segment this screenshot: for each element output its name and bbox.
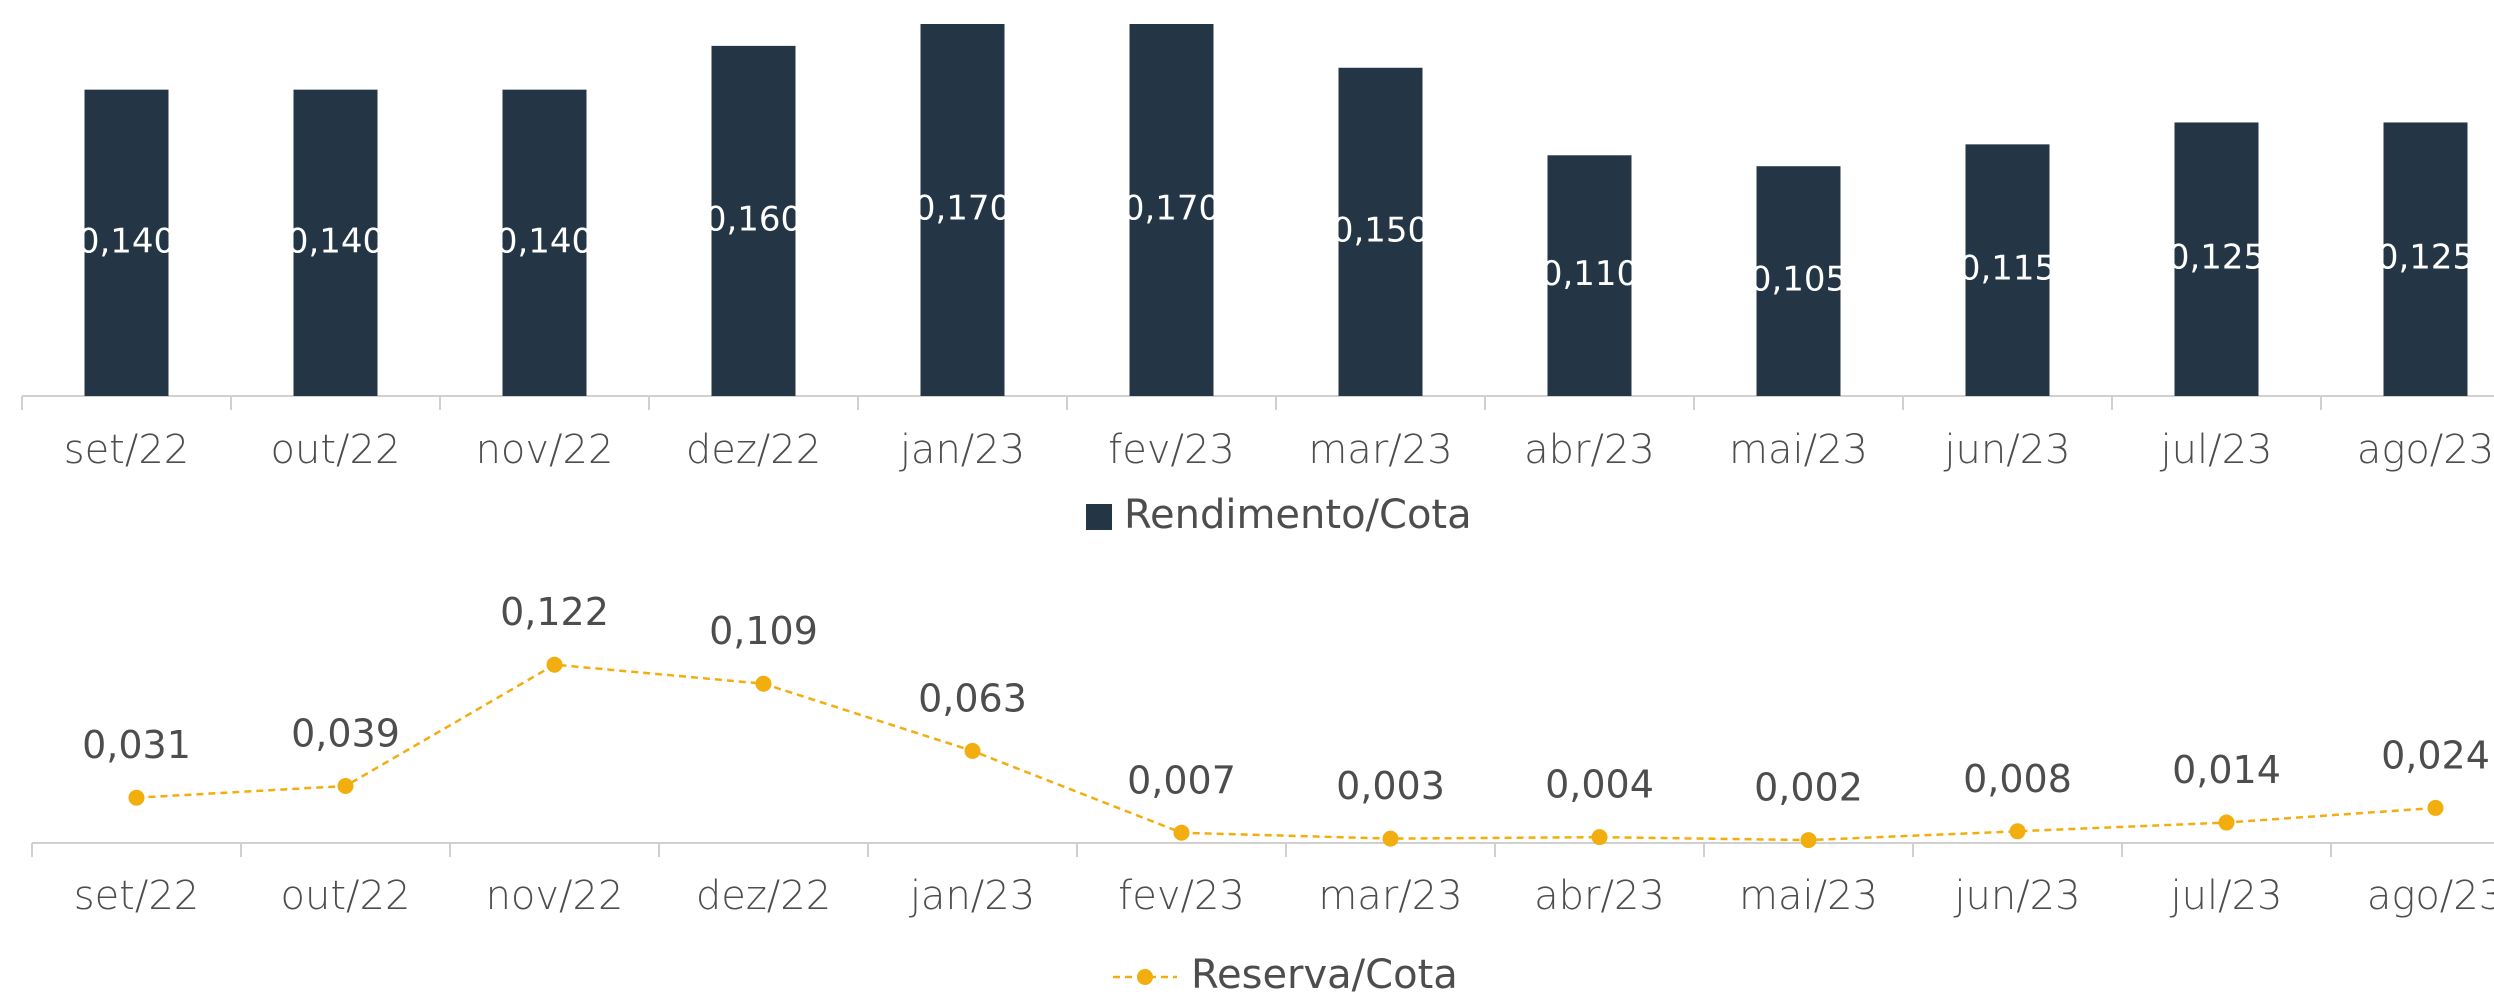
bar	[1756, 166, 1841, 396]
point	[755, 675, 772, 692]
data-label: 0,140	[287, 221, 384, 261]
x-tick-label: mar/23	[1308, 427, 1452, 473]
point	[1173, 824, 1190, 841]
data-label: 0,004	[1545, 763, 1654, 807]
x-tick-label: jan/23	[899, 427, 1025, 473]
data-label: 0,125	[2377, 238, 2474, 278]
x-tick-label: set/22	[64, 427, 190, 473]
data-label: 0,125	[2168, 238, 2265, 278]
bar	[1965, 144, 2050, 396]
bar	[502, 89, 587, 396]
x-tick-label: jun/23	[1953, 873, 2080, 919]
x-tick-label: fev/23	[1118, 873, 1245, 919]
data-label: 0,170	[1123, 189, 1220, 229]
data-label: 0,170	[914, 189, 1011, 229]
data-label: 0,140	[78, 221, 175, 261]
point	[2218, 814, 2235, 831]
bar	[293, 89, 378, 396]
data-label: 0,008	[1963, 757, 2072, 801]
legend-label: Reserva/Cota	[1191, 952, 1458, 994]
data-label: 0,160	[705, 199, 802, 239]
x-tick-label: ago/23	[2357, 427, 2494, 473]
x-tick-label: jul/23	[2170, 873, 2283, 919]
x-tick-label: dez/22	[686, 427, 821, 473]
legend-label: Rendimento/Cota	[1124, 492, 1472, 538]
x-tick-label: dez/22	[696, 873, 831, 919]
data-label: 0,039	[291, 712, 400, 756]
data-label: 0,063	[918, 676, 1027, 720]
data-label: 0,140	[496, 221, 593, 261]
point	[1591, 829, 1608, 846]
point	[1800, 832, 1817, 849]
bar	[2174, 122, 2259, 397]
x-tick-label: jun/23	[1943, 427, 2070, 473]
point	[337, 778, 354, 794]
x-tick-label: nov/22	[486, 873, 624, 919]
data-label: 0,002	[1754, 766, 1863, 810]
point	[128, 789, 145, 806]
point	[1382, 830, 1399, 847]
x-tick-label: fev/23	[1108, 427, 1235, 473]
bar	[2383, 122, 2468, 397]
line	[136, 663, 2436, 842]
bar	[1338, 67, 1423, 396]
x-tick-label: abr/23	[1524, 427, 1655, 473]
legend-swatch	[1086, 504, 1112, 530]
point	[964, 742, 981, 759]
data-label: 0,110	[1541, 254, 1638, 294]
data-label: 0,031	[82, 723, 191, 767]
point	[2009, 823, 2026, 840]
data-label: 0,150	[1332, 210, 1429, 250]
bar	[84, 89, 169, 396]
legend-marker	[1137, 969, 1153, 985]
data-label: 0,105	[1750, 260, 1847, 300]
x-tick-label: out/22	[271, 427, 401, 473]
x-tick-label: jul/23	[2160, 427, 2273, 473]
data-label: 0,014	[2172, 748, 2281, 792]
x-tick-label: mar/23	[1318, 873, 1462, 919]
data-label: 0,007	[1127, 758, 1236, 802]
data-label: 0,003	[1336, 764, 1445, 808]
point	[2427, 799, 2444, 816]
bar	[1547, 155, 1632, 396]
x-tick-label: jan/23	[909, 873, 1035, 919]
x-tick-label: set/22	[74, 873, 200, 919]
x-tick-label: out/22	[281, 873, 411, 919]
x-tick-label: mai/23	[1739, 873, 1878, 919]
data-label: 0,109	[709, 609, 818, 653]
x-tick-label: abr/23	[1534, 873, 1665, 919]
data-label: 0,115	[1959, 249, 2056, 289]
bar	[920, 24, 1005, 396]
x-tick-label: nov/22	[476, 427, 614, 473]
point	[546, 656, 563, 673]
bar	[1129, 24, 1214, 396]
data-label: 0,024	[2381, 733, 2490, 777]
x-tick-label: ago/23	[2367, 873, 2494, 919]
data-label: 0,122	[500, 590, 609, 634]
x-tick-label: mai/23	[1729, 427, 1868, 473]
bar	[711, 45, 796, 396]
